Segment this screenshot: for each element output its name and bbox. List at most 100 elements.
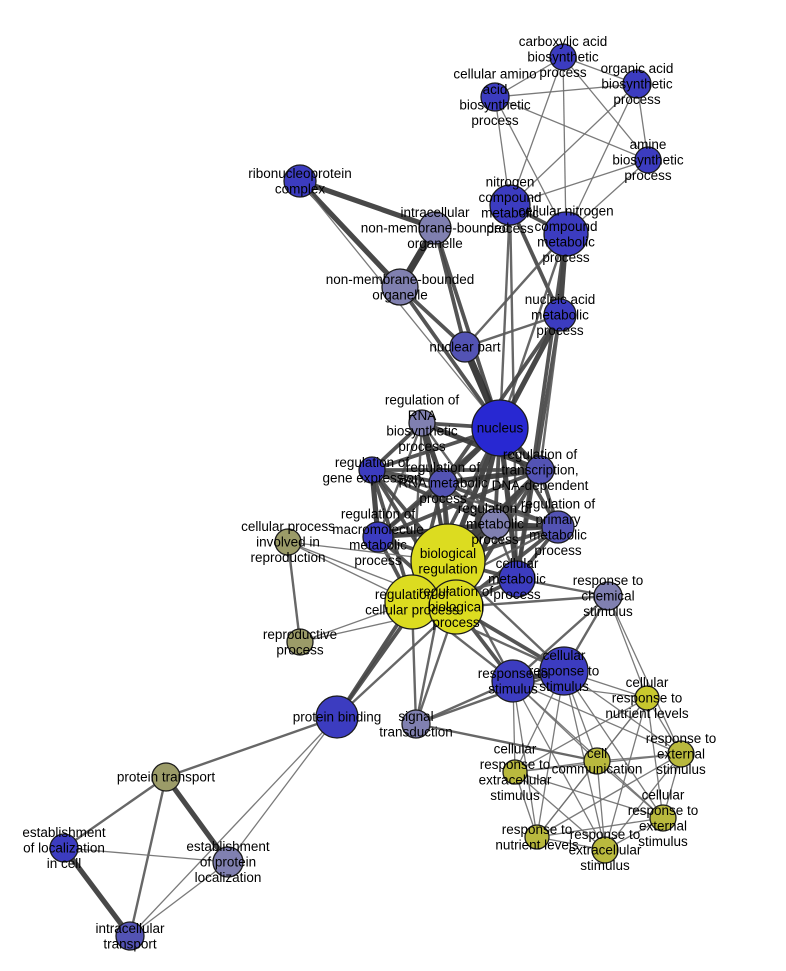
graph-edge	[536, 753, 682, 838]
graph-edge	[129, 861, 229, 937]
graph-edge	[607, 595, 682, 755]
graph-node-c21[interactable]: cellular metabolic process	[498, 560, 536, 598]
graph-node-label: response to chemical stimulus	[573, 573, 644, 619]
graph-node-c1[interactable]: carboxylic acid biosynthetic process	[549, 43, 577, 71]
graph-node-c38[interactable]: response to external stimulus	[667, 740, 695, 768]
graph-node-c13[interactable]: regulation of RNA biosynthetic process	[408, 409, 436, 437]
graph-node-c8[interactable]: intracellular non-membrane-bounded organ…	[418, 211, 452, 245]
graph-edge	[536, 670, 565, 838]
graph-node-c5[interactable]: nitrogen compound metabolic process	[489, 184, 531, 226]
graph-node-label: cellular nitrogen compound metabolic proces…	[518, 203, 613, 264]
graph-edge	[562, 56, 567, 235]
graph-edge	[494, 96, 567, 235]
graph-edge	[415, 722, 598, 763]
graph-node-c16[interactable]: regulation of gene expression	[358, 456, 386, 484]
graph-edge	[421, 422, 496, 525]
graph-edge	[509, 83, 638, 206]
graph-node-label: regulation of RNA biosynthetic process	[385, 392, 460, 454]
graph-node-c18[interactable]: regulation of metabolic process	[479, 508, 511, 540]
graph-node-c14[interactable]: regulation of transcription, DNA-depende…	[525, 455, 555, 485]
graph-node-label: response to external stimulus	[646, 731, 717, 777]
graph-edge	[441, 313, 562, 485]
graph-node-c39[interactable]: cellular response to external stimulus	[649, 804, 677, 832]
graph-node-label: amine biosynthetic process	[612, 137, 684, 183]
graph-node-label: regulation of gene expression	[322, 455, 421, 486]
graph-node-c29[interactable]: cellular response to nutrient levels	[634, 685, 660, 711]
graph-node-c19[interactable]: regulation of primary metabolic process	[541, 510, 575, 544]
graph-node-label: organic acid biosynthetic process	[601, 61, 674, 107]
graph-node-label: cellular process involved in reproduction	[241, 519, 335, 565]
graph-edge	[512, 680, 538, 838]
graph-edge	[596, 753, 682, 762]
graph-node-c10[interactable]: nucleic acid metabolic process	[543, 298, 577, 332]
graph-node-c24[interactable]: cellular process involved in reproductio…	[274, 528, 302, 556]
graph-node-c28[interactable]: cellular response to stimulus	[539, 646, 589, 696]
graph-node-label: cellular metabolic process	[488, 556, 546, 602]
graph-node-c3[interactable]: organic acid biosynthetic process	[622, 69, 652, 99]
graph-edge	[509, 159, 649, 206]
graph-node-c27[interactable]: response to stimulus	[491, 659, 535, 703]
graph-node-label: regulation of RNA metabolic process	[398, 460, 488, 506]
graph-edge	[63, 847, 229, 863]
graph-node-label: cellular response to extracellular stimulus	[479, 741, 552, 803]
graph-node-label: protein binding	[293, 710, 382, 725]
graph-edge	[415, 669, 565, 726]
graph-node-c35[interactable]: intracellular transport	[115, 921, 145, 951]
graph-node-label: nitrogen compound metabolic process	[478, 174, 541, 236]
graph-node-c31[interactable]: signal transduction	[401, 709, 431, 739]
labels-layer: carboxylic acid biosynthetic processcellul…	[22, 34, 716, 951]
graph-node-label: cellular response to external stimulus	[628, 787, 699, 849]
graph-edge	[563, 670, 664, 819]
graph-node-c12[interactable]: nucleus	[471, 399, 529, 457]
graph-node-c4[interactable]: amine biosynthetic process	[634, 146, 662, 174]
graph-node-c30[interactable]: protein binding	[315, 695, 359, 739]
graph-edge	[536, 760, 598, 838]
graph-node-c7[interactable]: ribonucleoprotein complex	[283, 164, 317, 198]
graph-node-c37[interactable]: cell communication	[583, 747, 611, 775]
graph-node-label: cellular response to stimulus	[529, 648, 600, 694]
graph-edge	[604, 697, 648, 851]
graph-edge	[129, 716, 338, 937]
graph-node-c32[interactable]: protein transport	[151, 762, 181, 792]
graph-edge	[63, 776, 167, 849]
graph-node-c6[interactable]: cellular nitrogen compound metabolic pro…	[543, 211, 589, 257]
graph-edge	[498, 204, 512, 429]
graph-edge	[596, 760, 606, 851]
graph-node-c9[interactable]: non-membrane-bounded organelle	[381, 268, 419, 306]
graph-node-label: nuclear part	[429, 340, 501, 355]
graph-node-c26[interactable]: response to chemical stimulus	[593, 581, 623, 611]
graph-edge	[562, 56, 649, 161]
graph-node-label: nucleic acid metabolic process	[525, 292, 596, 338]
graph-node-c15[interactable]: regulation of RNA metabolic process	[428, 468, 458, 498]
graph-node-label: establishment of localization in cell	[22, 825, 106, 871]
nodes-layer: carboxylic acid biosynthetic process cell…	[49, 43, 695, 951]
graph-edge	[509, 56, 564, 206]
graph-node-c25[interactable]: reproductive process	[286, 628, 314, 656]
graph-node-label: regulation of transcription, DNA-dependent	[492, 447, 589, 493]
graph-node-label: cellular amino acid biosynthetic process	[453, 66, 536, 128]
graph-node-label: carboxylic acid biosynthetic process	[519, 34, 608, 80]
graph-node-c41[interactable]: response to extracellular stimulus	[591, 836, 619, 864]
graph-edge	[508, 204, 519, 580]
graph-edge	[442, 481, 559, 529]
graph-edge	[165, 715, 338, 779]
graph-node-c17[interactable]: regulation of macromolecule metabolic pr…	[362, 521, 394, 553]
graph-edge	[498, 233, 568, 429]
graph-node-label: response to nutrient levels	[495, 822, 579, 853]
graph-edge	[514, 771, 606, 851]
graph-node-label: intracellular transport	[95, 921, 165, 952]
graph-edge	[464, 313, 561, 349]
graph-node-label: regulation of macromolecule metabolic proce…	[332, 506, 424, 568]
graph-edge	[442, 467, 541, 486]
graph-edge	[607, 595, 648, 699]
graph-edge	[494, 96, 649, 161]
graph-node-label: ribonucleoprotein complex	[248, 166, 352, 197]
graph-node-c11[interactable]: nuclear part	[449, 331, 481, 363]
graph-node-c2[interactable]: cellular amino acid biosynthetic process	[480, 82, 510, 112]
graph-edge	[596, 760, 664, 819]
graph-node-c34[interactable]: establishment of protein localization	[212, 846, 244, 878]
graph-node-c36[interactable]: cellular response to extracellular stimu…	[502, 759, 528, 785]
graph-node-c33[interactable]: establishment of localization in cell	[49, 833, 79, 863]
graph-node-c40[interactable]: response to nutrient levels	[524, 824, 550, 850]
graph-node-c23[interactable]: regulation of biological process	[428, 579, 484, 635]
